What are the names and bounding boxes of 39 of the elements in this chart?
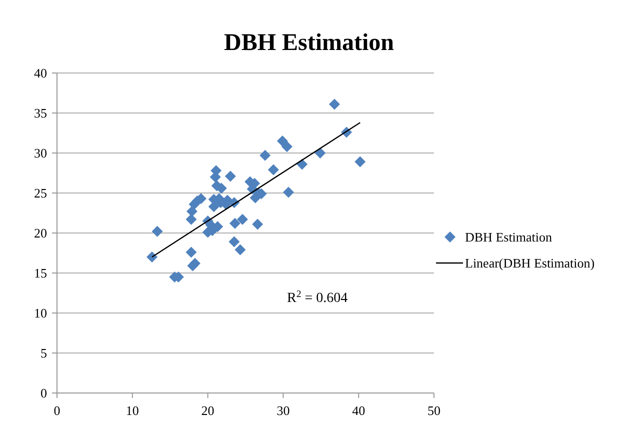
annotation: R$^{2}$ = 0.604 xyxy=(287,288,348,306)
x-tick-label: 50 xyxy=(428,403,440,418)
chart-title: DBH Estimation xyxy=(224,30,394,56)
y-tick-label: 30 xyxy=(34,146,47,161)
y-tick-label: 35 xyxy=(34,106,47,121)
y-tick-label: 15 xyxy=(34,266,47,281)
y-tick-label: 0 xyxy=(40,386,47,401)
y-tick-label: 40 xyxy=(34,66,47,81)
y-tick-label: 5 xyxy=(40,346,47,361)
point xyxy=(314,148,326,158)
point xyxy=(281,141,292,152)
point xyxy=(189,258,200,269)
point xyxy=(276,136,288,146)
y-tick-label: 10 xyxy=(34,306,47,321)
point xyxy=(354,156,366,168)
x-tick-label: 20 xyxy=(201,403,214,418)
point xyxy=(282,186,294,198)
x-tick-label: 40 xyxy=(352,403,366,418)
point xyxy=(152,226,163,237)
x-tick-label: 30 xyxy=(276,403,290,418)
point xyxy=(228,236,240,248)
point xyxy=(186,206,198,217)
point xyxy=(224,170,236,182)
y-tick-label: 20 xyxy=(34,226,47,241)
point xyxy=(260,150,271,161)
x-tick-label: 0 xyxy=(54,403,60,418)
point xyxy=(186,214,197,225)
point xyxy=(236,214,248,225)
point xyxy=(146,252,158,262)
y-tick-label: 25 xyxy=(34,186,47,201)
x-tick-label: 10 xyxy=(126,403,139,418)
point xyxy=(328,98,340,110)
point xyxy=(252,218,264,230)
point xyxy=(234,244,246,256)
legend-label: Linear(DBH Estimation) xyxy=(465,256,595,271)
point xyxy=(268,164,279,176)
legend-label: DBH Estimation xyxy=(465,230,553,245)
point xyxy=(229,218,240,229)
point xyxy=(186,246,197,258)
